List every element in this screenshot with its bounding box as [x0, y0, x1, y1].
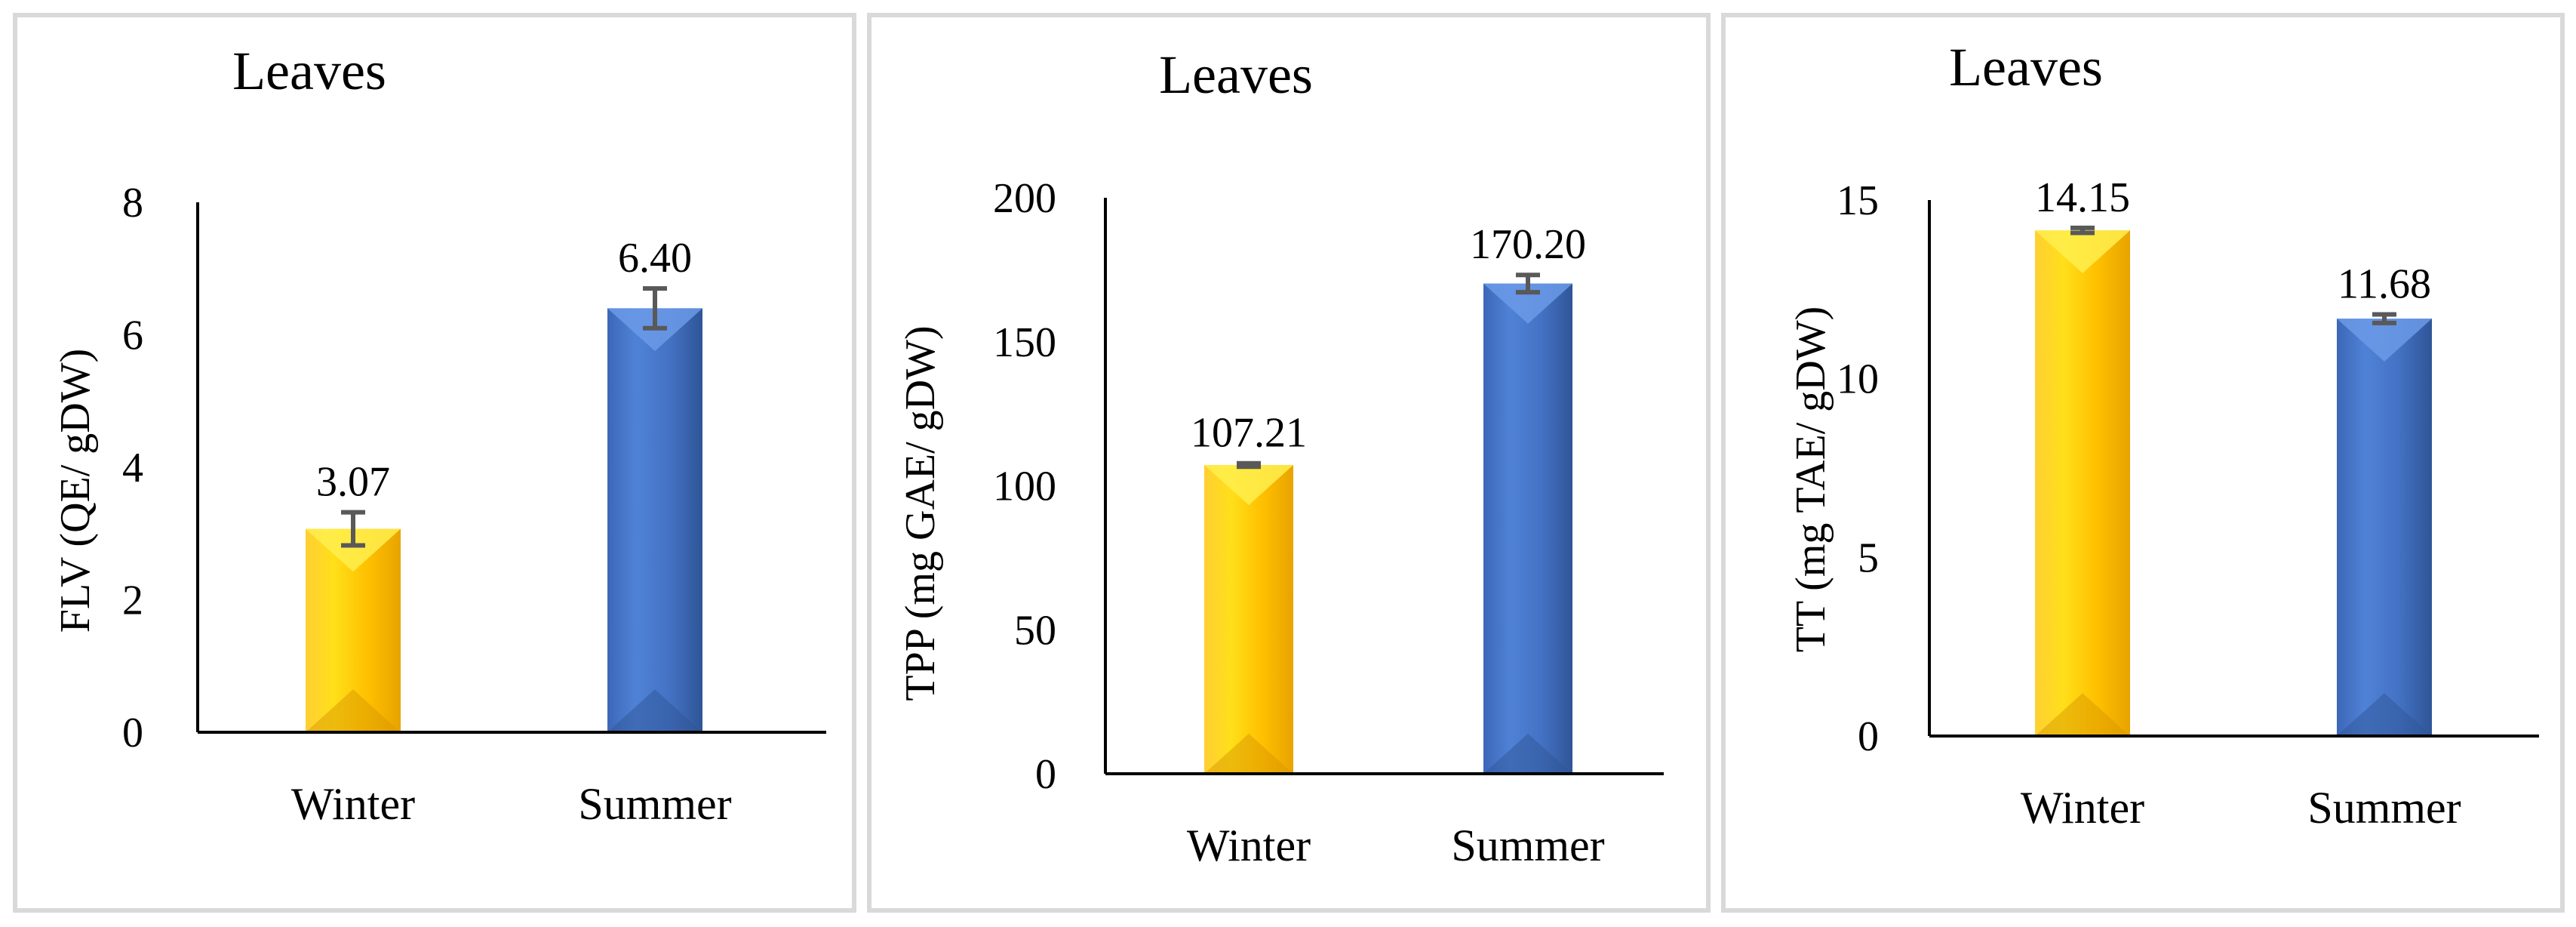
- bars: 14.15 Winter 11.68 Summer: [2021, 174, 2461, 833]
- y-tick-label: 8: [122, 180, 143, 226]
- error-bar: [643, 286, 667, 331]
- data-label: 170.20: [1470, 221, 1586, 268]
- bar-winter-body: [2035, 230, 2130, 736]
- bars: 107.21 Winter 170.20 Summer: [1187, 221, 1605, 870]
- y-tick-label: 200: [993, 175, 1056, 222]
- bar-bottom-facet: [2337, 693, 2432, 736]
- y-tick-label: 50: [1014, 607, 1056, 654]
- error-bar: [341, 510, 365, 548]
- chart-panel-tt: Leaves TT (mg TAE/ gDW) 0 5 10 15 14.15 Wint…: [1721, 13, 2565, 913]
- bar-winter-body: [1204, 464, 1293, 774]
- y-tick-label: 2: [122, 577, 143, 624]
- y-tick-labels: 0 5 10 15: [1837, 177, 1879, 760]
- x-tick-label: Summer: [2307, 783, 2461, 833]
- x-tick-label: Winter: [1187, 821, 1311, 870]
- y-tick-label: 6: [122, 313, 143, 359]
- data-label: 14.15: [2035, 174, 2130, 221]
- data-label: 6.40: [618, 235, 692, 282]
- y-tick-label: 4: [122, 445, 143, 491]
- x-tick-label: Summer: [578, 779, 731, 829]
- bars: 3.07 Winter 6.40 Summer: [291, 235, 732, 829]
- bar-summer: [607, 286, 702, 732]
- bar-top-facet: [1204, 464, 1293, 506]
- bar-top-facet: [306, 528, 401, 572]
- bar-winter: [2035, 225, 2130, 736]
- error-bar: [1516, 273, 1540, 295]
- error-bar: [2070, 225, 2095, 236]
- bar-winter: [306, 510, 401, 732]
- x-tick-label: Winter: [291, 779, 415, 829]
- x-tick-label: Summer: [1451, 821, 1604, 870]
- chart-title: Leaves: [1159, 45, 1313, 105]
- y-axis-label: TPP (mg GAE/ gDW): [897, 325, 944, 701]
- y-tick-label: 10: [1837, 356, 1879, 403]
- data-label: 11.68: [2338, 260, 2431, 307]
- y-tick-labels: 0 2 4 6 8: [122, 180, 143, 756]
- y-tick-label: 0: [122, 710, 143, 756]
- bar-winter: [1204, 460, 1293, 774]
- bar-top-facet: [1483, 283, 1572, 324]
- y-axis-label: FLV (QE/ gDW): [52, 349, 99, 633]
- error-bar: [1237, 460, 1261, 470]
- bar-bottom-facet: [2035, 693, 2130, 736]
- y-axis-label: TT (mg TAE/ gDW): [1788, 306, 1834, 652]
- bar-summer-body: [1483, 283, 1572, 774]
- y-tick-label: 15: [1837, 177, 1879, 224]
- bar-summer: [2337, 312, 2432, 736]
- x-tick-label: Winter: [2021, 783, 2144, 833]
- bar-top-facet: [2035, 230, 2130, 273]
- bar-summer: [1483, 273, 1572, 774]
- panel-frame: [13, 13, 856, 913]
- y-tick-label: 5: [1858, 534, 1879, 581]
- data-label: 3.07: [316, 459, 390, 506]
- y-tick-label: 0: [1858, 713, 1879, 760]
- y-tick-label: 0: [1035, 751, 1056, 798]
- bar-bottom-facet: [607, 689, 702, 732]
- chart-panel-flv: Leaves FLV (QE/ gDW) 0 2 4 6 8 3.07 Winter 6.4…: [13, 13, 856, 913]
- y-tick-label: 150: [993, 319, 1056, 366]
- chart-title: Leaves: [1949, 37, 2103, 97]
- chart-title: Leaves: [232, 41, 386, 101]
- y-tick-label: 100: [993, 464, 1056, 510]
- bar-bottom-facet: [306, 689, 401, 732]
- bar-summer-body: [607, 308, 702, 732]
- bar-bottom-facet: [1483, 733, 1572, 774]
- y-tick-labels: 0 50 100 150 200: [993, 175, 1056, 798]
- panel-frame: [1721, 13, 2565, 913]
- error-bar: [2372, 312, 2396, 325]
- chart-panel-tpp: Leaves TPP (mg GAE/ gDW) 0 50 100 150 200 10…: [867, 13, 1711, 913]
- bar-top-facet: [2337, 319, 2432, 362]
- data-label: 107.21: [1191, 410, 1307, 457]
- bar-summer-body: [2337, 319, 2432, 736]
- bar-bottom-facet: [1204, 733, 1293, 774]
